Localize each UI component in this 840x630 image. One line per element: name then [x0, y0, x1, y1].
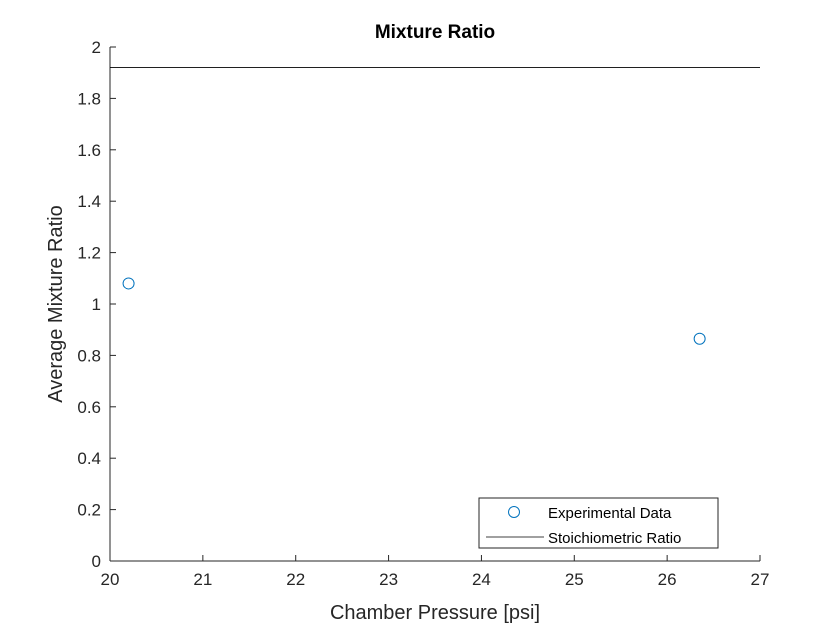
y-tick-label: 0.8 — [77, 346, 101, 365]
y-tick-label: 0.2 — [77, 501, 101, 520]
data-point — [122, 277, 135, 290]
legend: Experimental Data Stoichiometric Ratio — [478, 497, 719, 549]
x-tick-label: 25 — [565, 570, 584, 589]
y-tick-label: 1.6 — [77, 141, 101, 160]
y-tick-label: 1.8 — [77, 89, 101, 108]
y-tick-label: 0.6 — [77, 398, 101, 417]
legend-marker-experimental-data — [508, 506, 520, 518]
x-axis-label: Chamber Pressure [psi] — [330, 602, 540, 624]
x-tick-label: 23 — [379, 570, 398, 589]
y-tick-label: 1.2 — [77, 244, 101, 263]
legend-box — [478, 497, 719, 549]
y-tick-label: 1.4 — [77, 192, 101, 211]
y-tick-label: 1 — [92, 295, 101, 314]
series-layer — [110, 67, 760, 345]
y-tick-label: 2 — [92, 38, 101, 57]
legend-label-experimental-data: Experimental Data — [548, 505, 672, 522]
y-axis-ticks: 0 0.2 0.4 0.6 0.8 1 1.2 1.4 1.6 1.8 2 — [77, 38, 116, 571]
x-tick-label: 22 — [286, 570, 305, 589]
x-tick-label: 26 — [658, 570, 677, 589]
x-tick-label: 21 — [193, 570, 212, 589]
x-tick-label: 27 — [751, 570, 770, 589]
legend-label-stoichiometric-ratio: Stoichiometric Ratio — [548, 530, 681, 547]
x-tick-label: 20 — [101, 570, 120, 589]
x-axis-ticks: 20 21 22 23 24 25 26 27 — [101, 555, 770, 589]
x-tick-label: 24 — [472, 570, 491, 589]
chart-title: Mixture Ratio — [375, 22, 495, 43]
y-axis-label: Average Mixture Ratio — [45, 205, 67, 403]
data-point — [693, 332, 706, 345]
plot-area — [110, 47, 760, 561]
y-tick-label: 0 — [92, 552, 101, 571]
y-tick-label: 0.4 — [77, 449, 101, 468]
